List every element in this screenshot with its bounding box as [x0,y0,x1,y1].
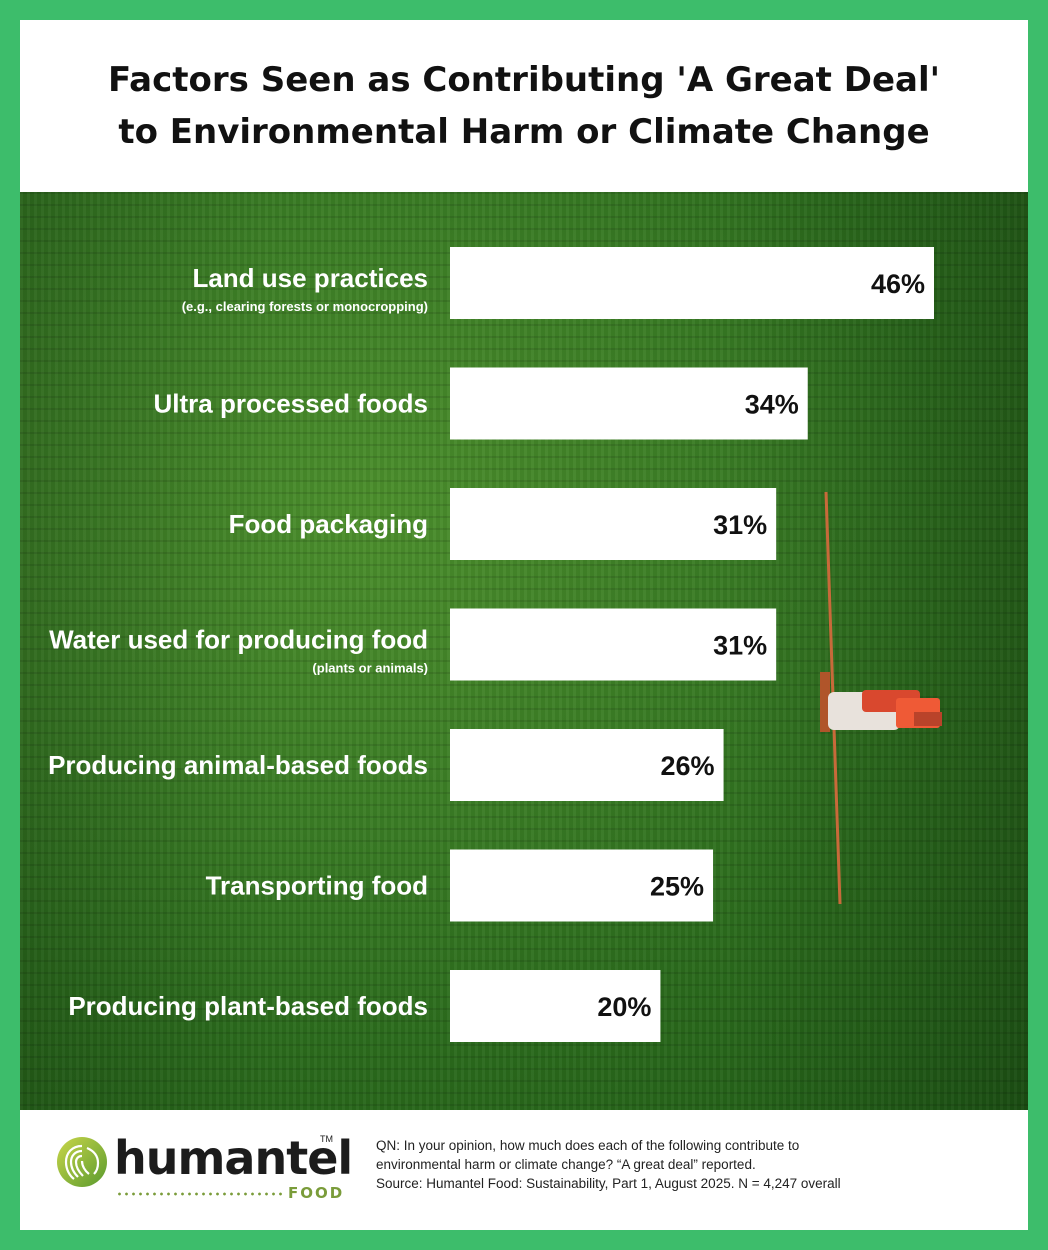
bar-4 [450,729,724,801]
bar-5 [450,849,714,922]
title-line-1: Factors Seen as Contributing 'A Great De… [107,60,941,100]
category-label-2: Food packaging [229,509,428,539]
footer: humantel TM FOOD QN: In your opinion, ho… [20,1110,1028,1230]
value-label-1: 34% [745,390,799,420]
question-line-2: environmental harm or climate change? “A… [376,1157,756,1172]
bar-6 [450,970,661,1042]
bar-2 [450,488,777,560]
value-label-6: 20% [597,992,651,1022]
bars-group: 46% Land use practices (e.g., clearing for… [48,247,934,1042]
category-label-1: Ultra processed foods [153,389,428,419]
tractor-image [820,491,942,905]
title-line-2: to Environmental Harm or Climate Change [118,112,930,152]
value-label-5: 25% [650,872,704,902]
bar-1 [450,367,808,440]
category-sublabel-0: (e.g., clearing forests or monocropping) [182,299,428,314]
crop-field-background: 46% Land use practices (e.g., clearing for… [20,192,1028,1110]
source-line: Source: Humantel Food: Sustainability, P… [376,1176,841,1191]
bar-chart: 46% Land use practices (e.g., clearing for… [48,247,942,1042]
category-label-4: Producing animal-based foods [48,750,428,780]
value-label-2: 31% [713,510,767,540]
logo-dots [116,1192,286,1196]
title-area: Factors Seen as Contributing 'A Great De… [20,20,1028,192]
value-label-3: 31% [713,631,767,661]
footnote: QN: In your opinion, how much does each … [376,1136,1006,1193]
logo-trademark: TM [320,1134,333,1144]
bar-0 [450,247,934,319]
category-label-0: Land use practices [192,263,428,293]
category-label-6: Producing plant-based foods [68,991,428,1021]
category-label-3: Water used for producing food [49,625,428,655]
value-label-4: 26% [661,751,715,781]
bar-3 [450,608,777,681]
logo-food-label: FOOD [288,1184,345,1202]
category-sublabel-3: (plants or animals) [312,661,428,676]
infographic-frame: Factors Seen as Contributing 'A Great De… [20,20,1028,1230]
value-label-0: 46% [871,269,925,299]
humantel-logo: humantel TM FOOD [56,1128,356,1210]
fingerprint-icon [57,1137,107,1187]
question-line-1: QN: In your opinion, how much does each … [376,1138,800,1153]
logo-wordmark: humantel [114,1131,353,1185]
chart-title: Factors Seen as Contributing 'A Great De… [74,54,974,158]
category-label-5: Transporting food [206,871,428,901]
